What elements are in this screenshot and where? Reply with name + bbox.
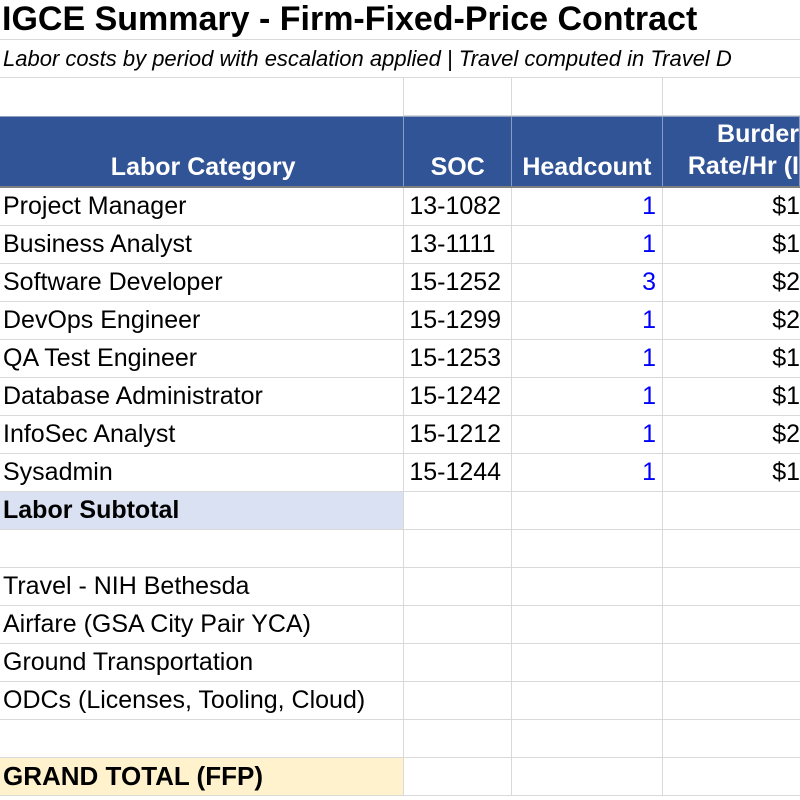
cell[interactable]	[512, 492, 663, 530]
blank-row	[0, 78, 800, 116]
header-rate-line2: Rate/Hr (I	[687, 152, 799, 180]
labor-category-cell[interactable]: Business Analyst	[0, 226, 405, 264]
header-soc[interactable]: SOC	[404, 117, 513, 186]
odcs-label[interactable]: ODCs (Licenses, Tooling, Cloud)	[0, 682, 405, 720]
cell[interactable]	[512, 720, 663, 758]
cell[interactable]	[404, 682, 513, 720]
cell[interactable]	[662, 720, 800, 758]
soc-cell[interactable]: 15-1253	[404, 340, 513, 378]
cell[interactable]	[662, 568, 800, 606]
rate-cell[interactable]: $1	[662, 226, 800, 264]
rate-cell[interactable]: $1	[662, 340, 800, 378]
table-row: Project Manager 13-1082 1 $1	[0, 188, 800, 226]
table-row: QA Test Engineer 15-1253 1 $1	[0, 340, 800, 378]
cell[interactable]	[404, 568, 513, 606]
rate-cell[interactable]: $2	[662, 264, 800, 302]
cell[interactable]	[0, 720, 405, 758]
table-row: DevOps Engineer 15-1299 1 $2	[0, 302, 800, 340]
soc-cell[interactable]: 15-1212	[404, 416, 513, 454]
header-rate-line1: Burder	[717, 120, 799, 148]
cell[interactable]	[662, 492, 800, 530]
soc-cell[interactable]: 15-1242	[404, 378, 513, 416]
header-labor-category[interactable]: Labor Category	[0, 117, 405, 186]
blank-row	[0, 530, 800, 568]
subtitle-row: Labor costs by period with escalation ap…	[0, 40, 800, 78]
cell[interactable]	[662, 606, 800, 644]
table-row: InfoSec Analyst 15-1212 1 $2	[0, 416, 800, 454]
labor-category-cell[interactable]: Software Developer	[0, 264, 405, 302]
cell[interactable]	[512, 606, 663, 644]
cell[interactable]	[662, 682, 800, 720]
soc-cell[interactable]: 13-1082	[404, 188, 513, 226]
grand-total-row: GRAND TOTAL (FFP)	[0, 758, 800, 796]
headcount-cell[interactable]: 3	[512, 264, 663, 302]
cell[interactable]	[512, 530, 663, 568]
table-row: Business Analyst 13-1111 1 $1	[0, 226, 800, 264]
soc-cell[interactable]: 15-1299	[404, 302, 513, 340]
cell[interactable]	[0, 78, 405, 116]
cell[interactable]	[404, 78, 513, 116]
cell[interactable]	[662, 78, 800, 116]
headcount-cell[interactable]: 1	[512, 454, 663, 492]
labor-category-cell[interactable]: Sysadmin	[0, 454, 405, 492]
cell[interactable]	[512, 758, 663, 796]
airfare-row: Airfare (GSA City Pair YCA)	[0, 606, 800, 644]
airfare-label[interactable]: Airfare (GSA City Pair YCA)	[0, 606, 405, 644]
labor-category-cell[interactable]: Database Administrator	[0, 378, 405, 416]
rate-cell[interactable]: $1	[662, 454, 800, 492]
rate-cell[interactable]: $2	[662, 302, 800, 340]
title-row: IGCE Summary - Firm-Fixed-Price Contract	[0, 0, 800, 40]
headcount-cell[interactable]: 1	[512, 378, 663, 416]
headcount-cell[interactable]: 1	[512, 226, 663, 264]
cell[interactable]	[404, 530, 513, 568]
sheet-title[interactable]: IGCE Summary - Firm-Fixed-Price Contract	[0, 0, 800, 40]
cell[interactable]	[512, 568, 663, 606]
ground-transportation-label[interactable]: Ground Transportation	[0, 644, 405, 682]
table-row: Database Administrator 15-1242 1 $1	[0, 378, 800, 416]
ground-transportation-row: Ground Transportation	[0, 644, 800, 682]
cell[interactable]	[404, 492, 513, 530]
blank-row	[0, 720, 800, 758]
cell[interactable]	[512, 78, 663, 116]
headcount-cell[interactable]: 1	[512, 416, 663, 454]
rate-cell[interactable]: $1	[662, 378, 800, 416]
grand-total-label[interactable]: GRAND TOTAL (FFP)	[0, 758, 405, 796]
labor-subtotal-row: Labor Subtotal	[0, 492, 800, 530]
header-burdened-rate[interactable]: Burder Rate/Hr (I	[663, 117, 800, 186]
cell[interactable]	[662, 644, 800, 682]
table-row: Sysadmin 15-1244 1 $1	[0, 454, 800, 492]
odcs-row: ODCs (Licenses, Tooling, Cloud)	[0, 682, 800, 720]
sheet-subtitle[interactable]: Labor costs by period with escalation ap…	[0, 40, 800, 78]
soc-cell[interactable]: 15-1252	[404, 264, 513, 302]
cell[interactable]	[404, 644, 513, 682]
labor-subtotal-label[interactable]: Labor Subtotal	[0, 492, 405, 530]
table-header: Labor Category SOC Headcount Burder Rate…	[0, 116, 800, 188]
header-headcount[interactable]: Headcount	[512, 117, 663, 186]
rate-cell[interactable]: $2	[662, 416, 800, 454]
headcount-cell[interactable]: 1	[512, 188, 663, 226]
rate-cell[interactable]: $1	[662, 188, 800, 226]
cell[interactable]	[512, 682, 663, 720]
labor-category-cell[interactable]: QA Test Engineer	[0, 340, 405, 378]
travel-label[interactable]: Travel - NIH Bethesda	[0, 568, 405, 606]
cell[interactable]	[512, 644, 663, 682]
headcount-cell[interactable]: 1	[512, 340, 663, 378]
cell[interactable]	[404, 720, 513, 758]
cell[interactable]	[404, 606, 513, 644]
travel-row: Travel - NIH Bethesda	[0, 568, 800, 606]
cell[interactable]	[404, 758, 513, 796]
table-row: Software Developer 15-1252 3 $2	[0, 264, 800, 302]
labor-category-cell[interactable]: InfoSec Analyst	[0, 416, 405, 454]
cell[interactable]	[662, 530, 800, 568]
cell[interactable]	[662, 758, 800, 796]
labor-category-cell[interactable]: DevOps Engineer	[0, 302, 405, 340]
soc-cell[interactable]: 13-1111	[404, 226, 513, 264]
labor-category-cell[interactable]: Project Manager	[0, 188, 405, 226]
headcount-cell[interactable]: 1	[512, 302, 663, 340]
cell[interactable]	[0, 530, 405, 568]
soc-cell[interactable]: 15-1244	[404, 454, 513, 492]
